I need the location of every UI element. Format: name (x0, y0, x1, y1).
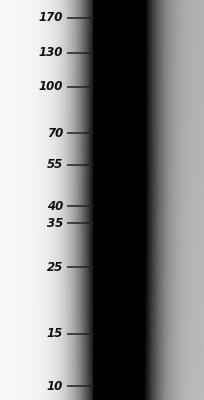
Text: 170: 170 (39, 11, 63, 24)
Text: 35: 35 (47, 217, 63, 230)
Text: 55: 55 (47, 158, 63, 171)
Text: 40: 40 (47, 200, 63, 212)
Text: 130: 130 (39, 46, 63, 59)
Text: 70: 70 (47, 127, 63, 140)
Text: 15: 15 (47, 327, 63, 340)
Text: 25: 25 (47, 261, 63, 274)
Text: 10: 10 (47, 380, 63, 393)
Text: 100: 100 (39, 80, 63, 93)
